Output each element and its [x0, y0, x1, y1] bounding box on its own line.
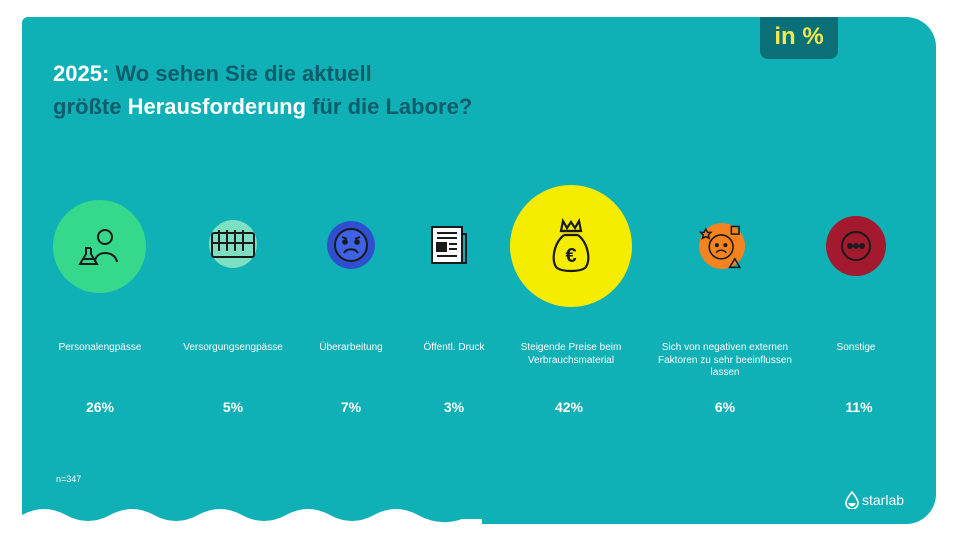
label-sonstige: Sonstige: [836, 342, 876, 353]
bubble-oeffentl-druck: [426, 222, 472, 268]
bubble-ueberarbeitung: [327, 221, 375, 269]
more-dots-icon: [841, 231, 871, 261]
test-tubes-icon: [211, 230, 255, 258]
brand-logo: starlab: [845, 491, 904, 509]
label-versorgungsengpaesse: Versorgungsengpässe: [183, 342, 283, 353]
brand-name: starlab: [862, 492, 905, 508]
bottom-wave-decoration: [22, 509, 482, 524]
label-ueberarbeitung: Überarbeitung: [319, 342, 383, 353]
sad-face-icon: [334, 228, 368, 262]
worried-face-icon: [699, 225, 742, 269]
chart-title: 2025: Wo sehen Sie die aktuell größte He…: [53, 61, 473, 119]
value-personalengpaesse: 26%: [85, 399, 115, 415]
bubble-externe-faktoren: [699, 223, 745, 269]
svg-text:€: €: [565, 245, 576, 267]
value-steigende-preise: 42%: [554, 399, 584, 415]
value-externe-faktoren: 6%: [714, 399, 736, 415]
money-bag-icon: €: [552, 218, 590, 273]
infographic-card: in % 2025: Wo sehen Sie die aktuell größ…: [22, 17, 936, 524]
value-ueberarbeitung: 7%: [340, 399, 362, 415]
label-steigende-preise: Steigende Preise beim Verbrauchsmaterial: [520, 342, 622, 366]
bubble-steigende-preise: €: [510, 185, 632, 307]
label-personalengpaesse: Personalengpässe: [58, 342, 142, 353]
bubble-versorgungsengpaesse: [209, 220, 257, 268]
sample-size: n=347: [56, 474, 82, 484]
scientist-icon: [77, 228, 118, 265]
label-oeffentl-druck: Öffentl. Druck: [423, 342, 485, 353]
newspaper-icon: [431, 226, 467, 264]
value-oeffentl-druck: 3%: [443, 399, 465, 415]
starlab-drop-icon: [845, 491, 859, 509]
label-externe-faktoren: Sich von negativen externen Faktoren zu …: [658, 342, 792, 378]
bubble-personalengpaesse: [53, 200, 146, 293]
value-sonstige: 11%: [845, 399, 873, 415]
value-versorgungsengpaesse: 5%: [222, 399, 244, 415]
unit-badge: in %: [760, 17, 838, 59]
bubble-sonstige: [826, 216, 886, 276]
